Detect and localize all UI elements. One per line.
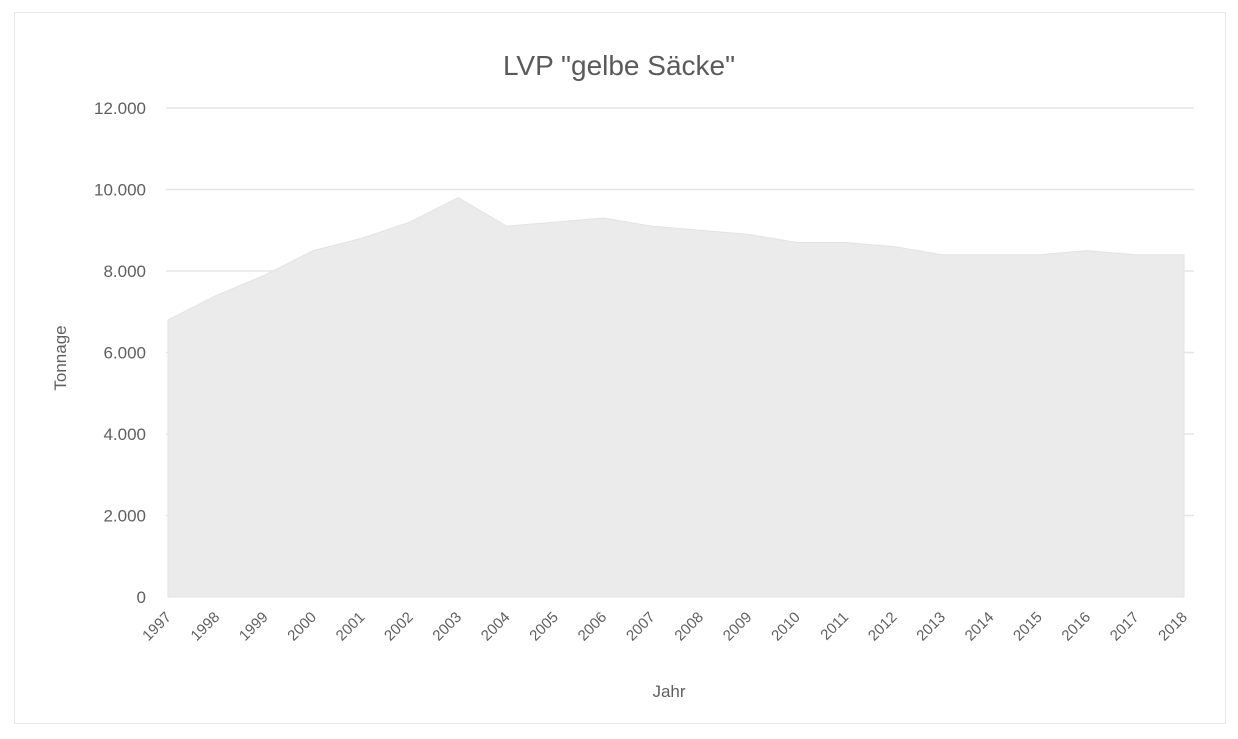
x-axis-ticks: 1997 1998 1999 2000 2001 2002 2003 2004 2005 2006… [139, 609, 1191, 645]
x-tick-label: 2008 [671, 609, 707, 645]
y-tick-label: 12.000 [94, 99, 146, 118]
x-tick-label: 1999 [236, 609, 272, 645]
y-tick-label: 0 [137, 588, 146, 607]
x-tick-label: 1998 [188, 609, 224, 645]
x-tick-label: 2018 [1155, 609, 1191, 645]
x-tick-label: 2001 [333, 609, 369, 645]
x-tick-label: 1997 [139, 609, 175, 645]
y-axis-ticks: 0 2.000 4.000 6.000 8.000 10.000 12.000 [94, 99, 146, 607]
x-tick-label: 2015 [1010, 609, 1046, 645]
x-tick-label: 2016 [1058, 609, 1094, 645]
x-tick-label: 2014 [962, 609, 998, 645]
y-tick-label: 10.000 [94, 181, 146, 200]
x-tick-label: 2005 [526, 609, 562, 645]
x-axis-label: Jahr [652, 682, 685, 701]
x-tick-label: 2003 [429, 609, 465, 645]
series-area [167, 197, 1185, 598]
x-tick-label: 2002 [381, 609, 417, 645]
chart-title: LVP "gelbe Säcke" [503, 50, 735, 81]
x-tick-label: 2011 [817, 609, 852, 644]
y-tick-label: 2.000 [103, 507, 146, 526]
x-tick-label: 2004 [478, 609, 514, 645]
x-tick-label: 2007 [623, 609, 659, 645]
x-tick-label: 2012 [865, 609, 901, 645]
y-tick-label: 4.000 [103, 425, 146, 444]
y-axis-label: Tonnage [51, 325, 70, 390]
x-tick-label: 2009 [720, 609, 756, 645]
x-tick-label: 2000 [284, 609, 320, 645]
x-tick-label: 2010 [768, 609, 804, 645]
y-tick-label: 6.000 [103, 344, 146, 363]
x-tick-label: 2017 [1107, 609, 1143, 645]
y-tick-label: 8.000 [103, 262, 146, 281]
x-tick-label: 2013 [913, 609, 949, 645]
x-tick-label: 2006 [575, 609, 611, 645]
